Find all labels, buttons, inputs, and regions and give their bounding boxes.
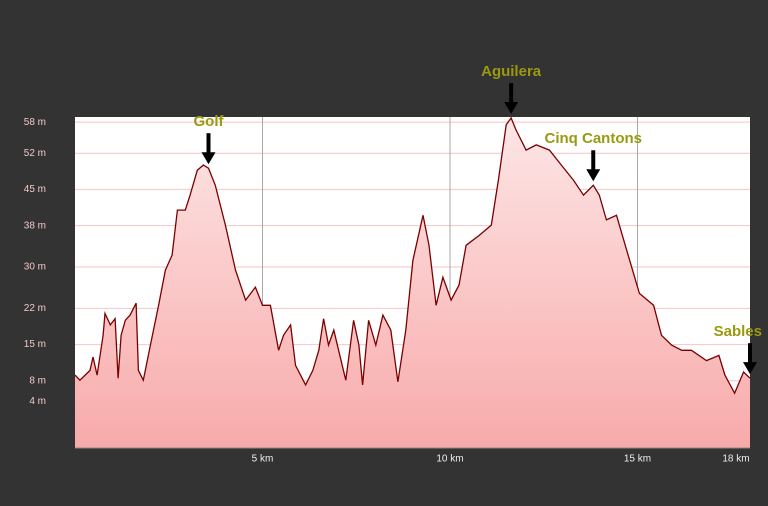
y-tick-label: 30 m <box>24 262 46 273</box>
x-tick-label: 10 km <box>436 454 463 465</box>
line <box>74 116 751 395</box>
y-tick-label: 4 m <box>29 396 46 407</box>
annotation-label: Aguilera <box>481 63 542 80</box>
x-tick-label: 5 km <box>252 454 274 465</box>
y-tick-label: 58 m <box>24 117 46 128</box>
annotation-arrowhead <box>586 169 601 182</box>
y-tick-label: 15 m <box>24 339 46 350</box>
y-tick-label: 8 m <box>29 375 46 386</box>
area <box>75 118 750 448</box>
annotation-arrowhead <box>201 152 216 165</box>
x-tick-label: 15 km <box>624 454 651 465</box>
annotation-arrowhead <box>504 102 519 115</box>
x-tick-label: 18 km <box>722 454 749 465</box>
y-tick-label: 52 m <box>24 148 46 159</box>
annotation-label: Cinq Cantons <box>545 130 643 147</box>
annotation-label: Sables <box>714 323 762 340</box>
annotation-arrowhead <box>743 362 757 375</box>
y-tick-label: 38 m <box>24 220 46 231</box>
y-tick-label: 22 m <box>24 303 46 314</box>
annotation-label: Golf <box>194 113 225 130</box>
y-tick-label: 45 m <box>24 184 46 195</box>
